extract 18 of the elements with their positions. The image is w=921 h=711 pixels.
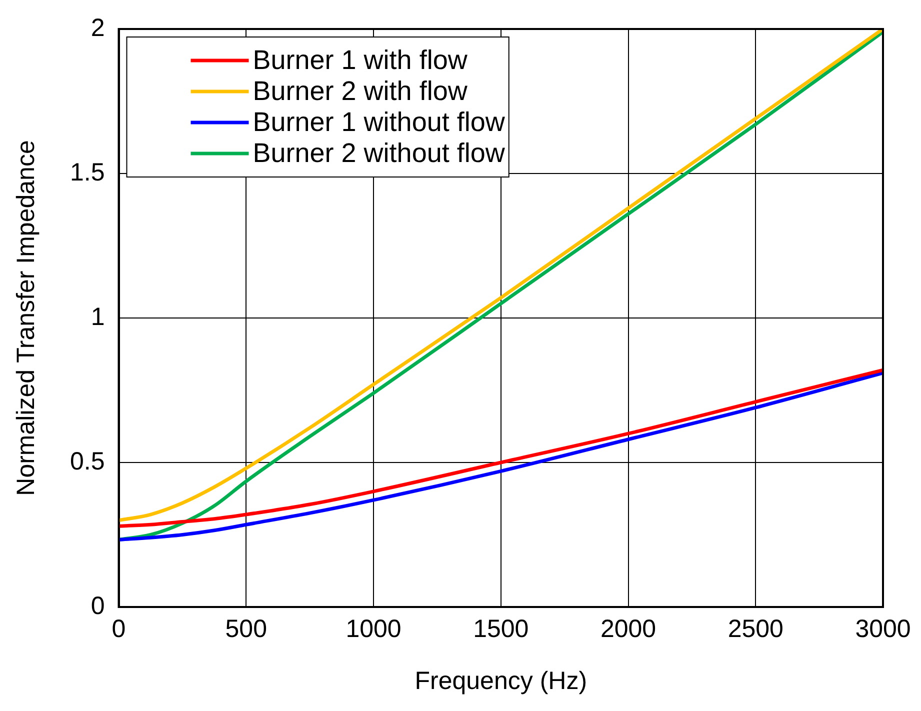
y-tick-label: 2: [90, 14, 105, 42]
x-axis-title: Frequency (Hz): [414, 666, 588, 695]
x-tick-label: 1000: [346, 614, 402, 643]
y-tick-label: 0: [90, 592, 105, 620]
x-tick-label: 500: [225, 614, 267, 643]
x-tick-label: 2500: [728, 614, 784, 643]
legend-label: Burner 1 without flow: [252, 106, 506, 137]
y-tick-label: 1: [90, 302, 105, 331]
x-tick-label: 1500: [473, 614, 529, 643]
x-tick-label: 0: [112, 614, 126, 643]
y-tick-label: 1.5: [70, 158, 105, 186]
y-tick-label: 0.5: [70, 447, 105, 476]
legend-label: Burner 2 with flow: [252, 76, 468, 106]
legend-label: Burner 2 without flow: [252, 138, 506, 168]
x-tick-label: 2000: [600, 614, 656, 643]
x-tick-label: 3000: [855, 614, 911, 643]
y-axis-title: Normalized Transfer Impedance: [12, 140, 40, 496]
legend-label: Burner 1 with flow: [252, 44, 468, 75]
